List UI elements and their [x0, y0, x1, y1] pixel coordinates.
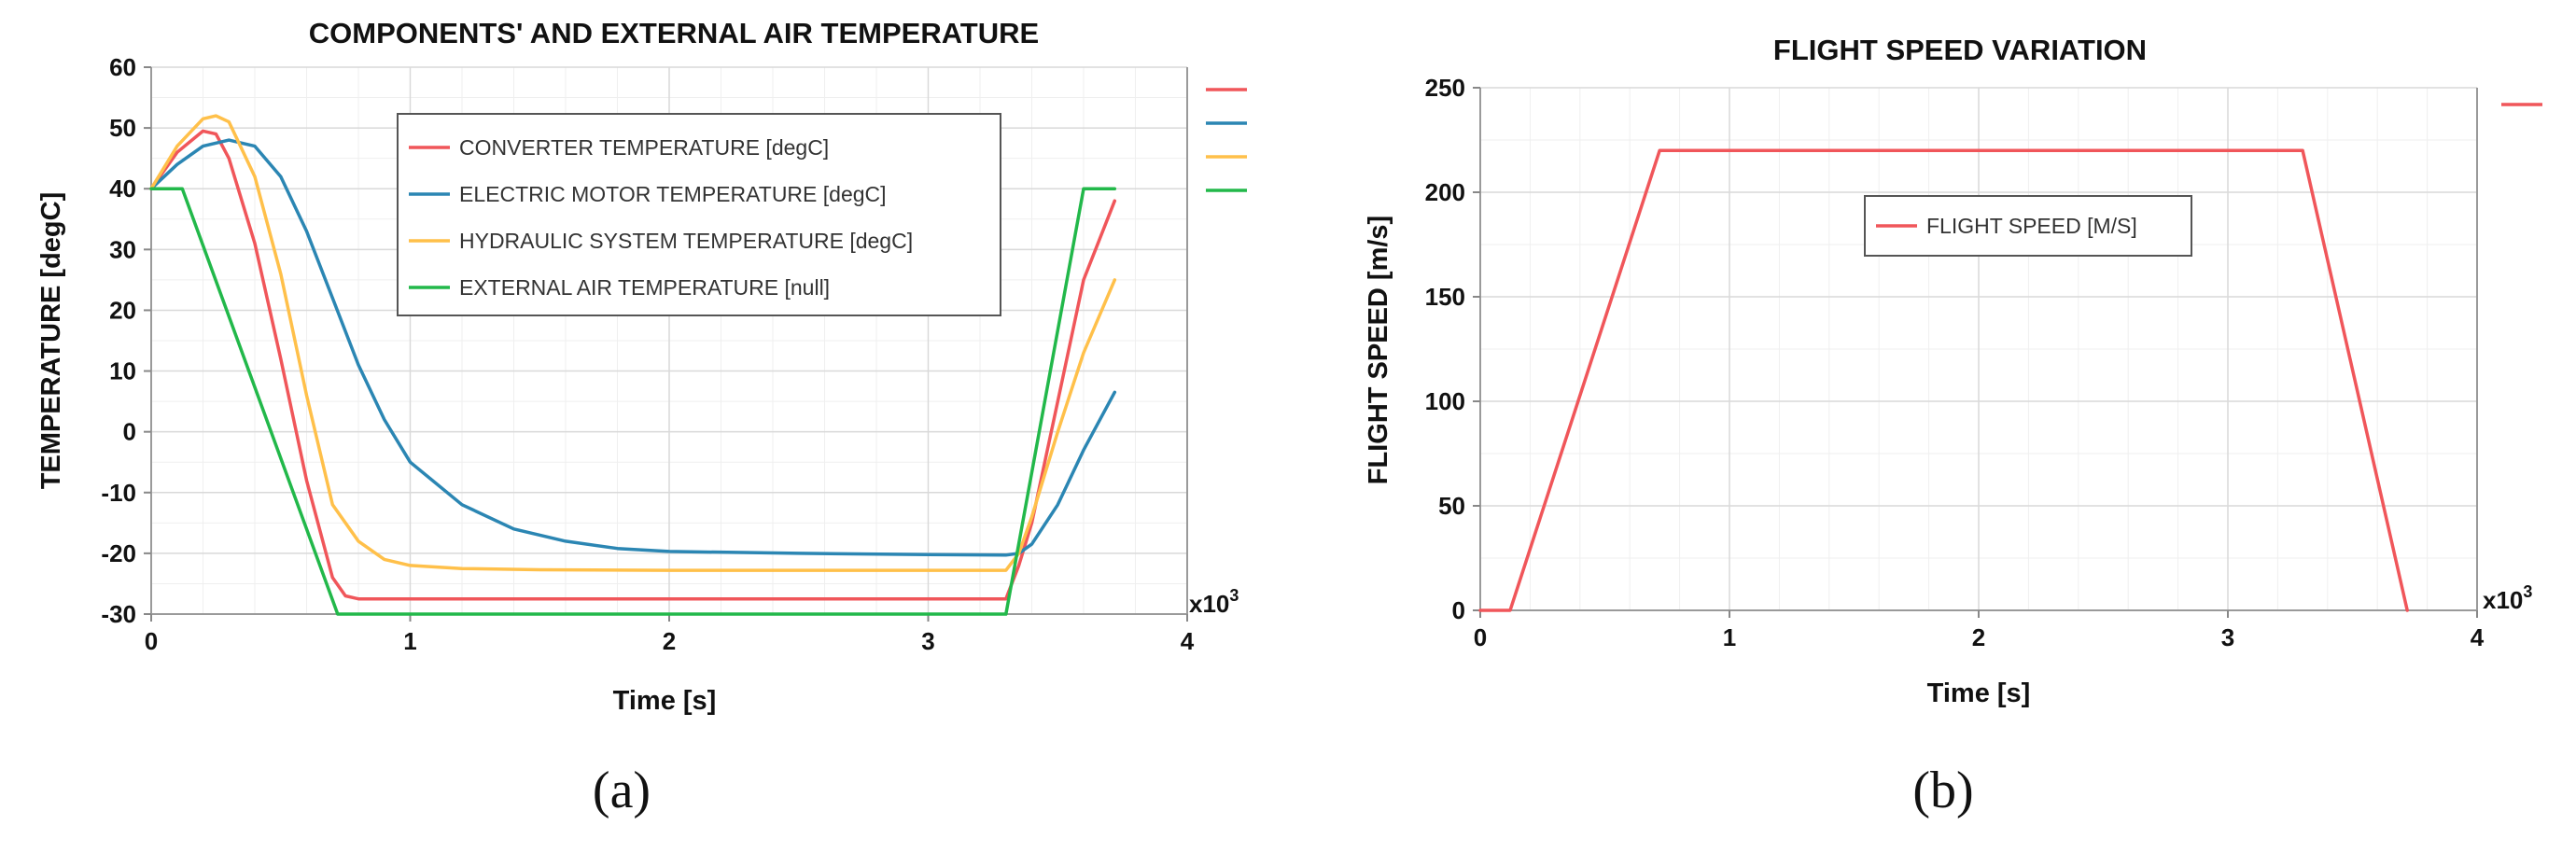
x-tick-label: 1	[1723, 623, 1736, 651]
chart-a-panel-label: (a)	[593, 762, 651, 819]
chart-a-legend-box	[397, 113, 1001, 316]
chart-a-legend-label: ELECTRIC MOTOR TEMPERATURE [degC]	[459, 182, 887, 206]
chart-a-x-scale-label: x103	[1189, 586, 1239, 618]
y-tick-label: -10	[101, 479, 136, 507]
chart-a-legend-label: HYDRAULIC SYSTEM TEMPERATURE [degC]	[459, 229, 913, 253]
chart-b-legend-label: FLIGHT SPEED [M/S]	[1926, 214, 2137, 238]
chart-b-x-tick-labels: 0 1 2 3 4	[1474, 623, 2485, 651]
y-tick-label: 200	[1425, 178, 1465, 206]
chart-a-title: COMPONENTS' AND EXTERNAL AIR TEMPERATURE	[309, 17, 1039, 49]
chart-a-legend: CONVERTER TEMPERATURE [degC] ELECTRIC MO…	[397, 113, 1001, 316]
y-tick-label: 60	[109, 53, 136, 81]
chart-a-legend-label: CONVERTER TEMPERATURE [degC]	[459, 135, 829, 160]
chart-b-series-lines	[1478, 148, 2409, 612]
chart-a-x-axis-label: Time [s]	[613, 686, 717, 716]
y-tick-label: 30	[109, 235, 136, 263]
x-tick-label: 4	[2471, 623, 2485, 651]
series-line	[1478, 148, 2409, 612]
y-tick-label: 50	[109, 114, 136, 142]
chart-a-series-lines	[149, 114, 1117, 616]
y-tick-label: -30	[101, 600, 136, 628]
y-tick-label: 150	[1425, 283, 1465, 311]
chart-b-title: FLIGHT SPEED VARIATION	[1773, 34, 2147, 66]
x-tick-label: 1	[403, 627, 416, 655]
y-tick-label: 50	[1438, 492, 1465, 520]
chart-b-axes	[1473, 87, 2478, 618]
chart-b-legend-box	[1864, 195, 2192, 257]
x-tick-label: 0	[145, 627, 158, 655]
y-tick-label: 10	[109, 357, 136, 385]
series-line	[149, 129, 1117, 601]
x-tick-label: 0	[1474, 623, 1487, 651]
x-tick-label: 3	[921, 627, 934, 655]
chart-b-legend: FLIGHT SPEED [M/S]	[1864, 195, 2192, 257]
x-tick-label: 4	[1181, 627, 1195, 655]
x-tick-label: 3	[2221, 623, 2234, 651]
y-tick-label: -20	[101, 539, 136, 567]
chart-b-x-scale-label: x103	[2483, 582, 2532, 614]
x-tick-label: 2	[663, 627, 676, 655]
y-tick-label: 100	[1425, 387, 1465, 415]
chart-b: FLIGHT SPEED VARIATION 0 50 100 150 200 250 0…	[1364, 34, 2542, 819]
y-tick-label: 250	[1425, 74, 1465, 102]
y-tick-label: 40	[109, 175, 136, 203]
chart-a-y-axis-label: TEMPERATURE [degC]	[36, 192, 66, 489]
chart-a-side-markers	[1206, 88, 1247, 192]
chart-b-y-tick-labels: 0 50 100 150 200 250	[1425, 74, 1465, 624]
y-tick-label: 0	[1452, 596, 1465, 624]
series-line	[149, 114, 1117, 572]
chart-a-y-tick-labels: -30 -20 -10 0 10 20 30 40 50 60	[101, 53, 136, 628]
chart-b-grid	[1479, 87, 2478, 611]
chart-a: COMPONENTS' AND EXTERNAL AIR TEMPERATURE…	[36, 17, 1247, 819]
chart-a-legend-label: EXTERNAL AIR TEMPERATURE [null]	[459, 275, 830, 300]
chart-b-y-axis-label: FLIGHT SPEED [m/s]	[1364, 216, 1393, 484]
y-tick-label: 20	[109, 296, 136, 324]
x-tick-label: 2	[1972, 623, 1985, 651]
chart-b-panel-label: (b)	[1912, 762, 1973, 819]
chart-b-x-axis-label: Time [s]	[1927, 678, 2031, 708]
y-tick-label: 0	[123, 418, 136, 446]
series-line	[149, 187, 1117, 616]
chart-a-x-tick-labels: 0 1 2 3 4	[145, 627, 1195, 655]
